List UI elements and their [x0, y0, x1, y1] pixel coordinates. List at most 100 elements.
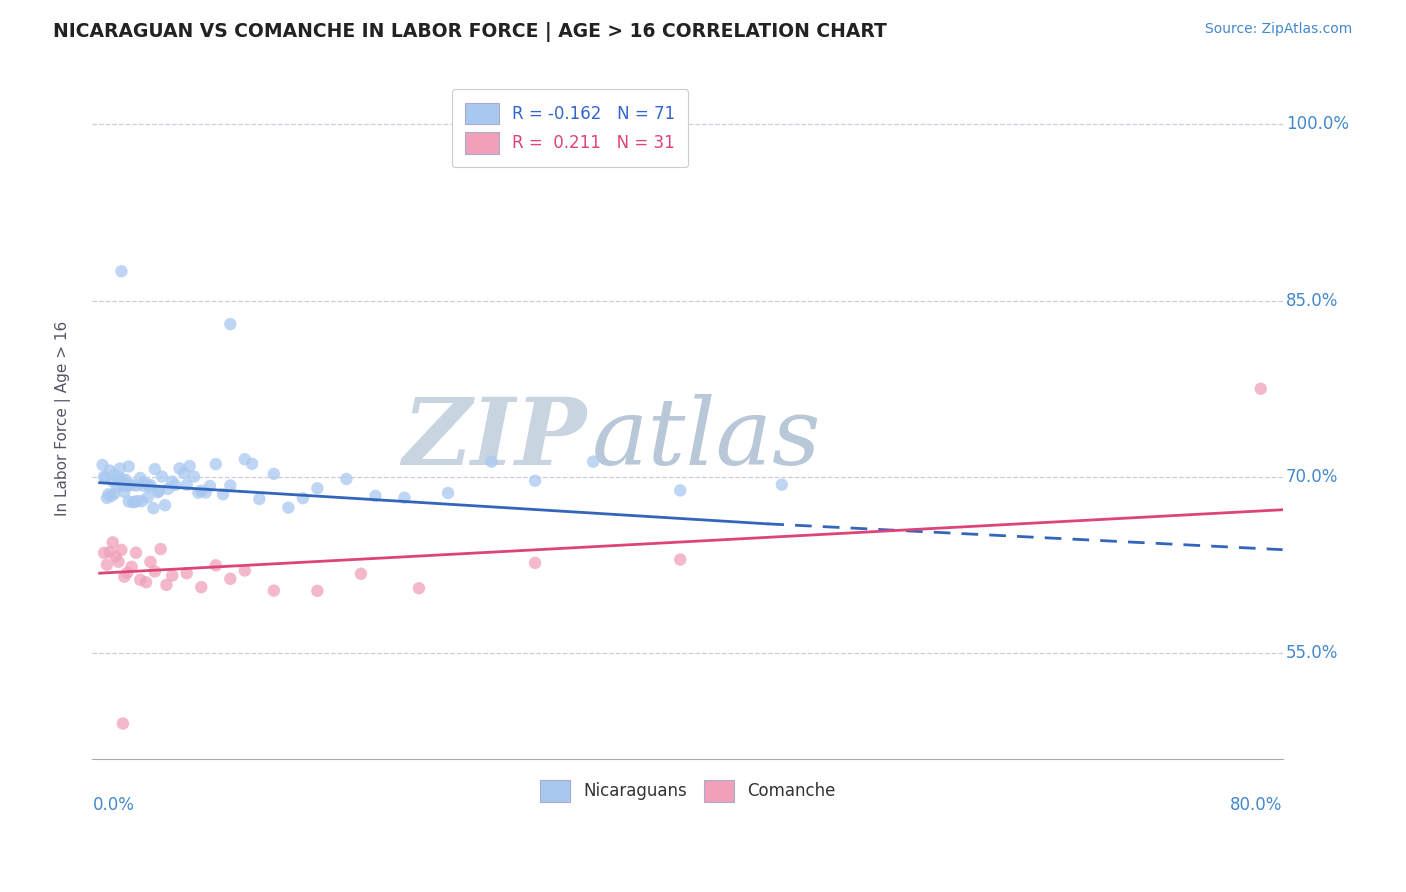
Point	[1250, 382, 1272, 396]
Point	[93, 546, 115, 560]
Point	[108, 461, 131, 475]
Point	[219, 478, 242, 492]
Point	[139, 555, 162, 569]
Point	[153, 498, 176, 512]
Point	[770, 477, 793, 491]
Point	[98, 464, 121, 478]
Point	[129, 471, 152, 485]
Point	[143, 462, 166, 476]
Point	[669, 552, 692, 566]
Point	[111, 478, 134, 492]
Point	[169, 461, 191, 475]
Point	[240, 457, 263, 471]
Text: 80.0%: 80.0%	[1230, 797, 1282, 814]
Point	[437, 486, 460, 500]
Text: NICARAGUAN VS COMANCHE IN LABOR FORCE | AGE > 16 CORRELATION CHART: NICARAGUAN VS COMANCHE IN LABOR FORCE | …	[53, 22, 887, 42]
Point	[136, 491, 159, 505]
Text: 100.0%: 100.0%	[1286, 115, 1350, 134]
Point	[212, 487, 235, 501]
Point	[204, 558, 226, 573]
Point	[127, 494, 149, 508]
Point	[117, 566, 139, 580]
Point	[187, 485, 209, 500]
Point	[143, 565, 166, 579]
Point	[129, 573, 152, 587]
Point	[139, 478, 162, 492]
Point	[524, 556, 547, 570]
Point	[219, 317, 242, 331]
Point	[173, 466, 195, 480]
Point	[481, 455, 503, 469]
Point	[135, 575, 157, 590]
Point	[125, 478, 148, 492]
Point	[110, 472, 132, 486]
Point	[162, 568, 184, 582]
Point	[194, 485, 217, 500]
Point	[263, 467, 285, 481]
Text: 55.0%: 55.0%	[1286, 644, 1339, 662]
Point	[335, 472, 357, 486]
Point	[149, 541, 172, 556]
Text: atlas: atlas	[592, 393, 821, 483]
Point	[107, 555, 129, 569]
Point	[110, 542, 132, 557]
Point	[96, 558, 118, 572]
Point	[117, 479, 139, 493]
Text: 0.0%: 0.0%	[93, 797, 135, 814]
Point	[165, 478, 187, 492]
Point	[204, 457, 226, 471]
Point	[121, 559, 143, 574]
Point	[155, 578, 177, 592]
Point	[104, 549, 127, 564]
Point	[190, 580, 212, 594]
Point	[408, 581, 430, 595]
Point	[176, 566, 198, 581]
Text: In Labor Force | Age > 16: In Labor Force | Age > 16	[55, 320, 70, 516]
Point	[124, 495, 146, 509]
Text: 85.0%: 85.0%	[1286, 292, 1339, 310]
Point	[97, 487, 120, 501]
Point	[107, 473, 129, 487]
Point	[94, 471, 117, 485]
Point	[247, 491, 270, 506]
Point	[156, 482, 179, 496]
Point	[307, 481, 329, 495]
Point	[148, 483, 170, 498]
Point	[114, 473, 136, 487]
Legend: Nicaraguans, Comanche: Nicaraguans, Comanche	[533, 773, 842, 808]
Point	[150, 469, 173, 483]
Point	[142, 501, 165, 516]
Point	[132, 478, 155, 492]
Point	[112, 485, 135, 500]
Text: ZIP: ZIP	[402, 393, 586, 483]
Point	[96, 491, 118, 505]
Point	[524, 474, 547, 488]
Point	[179, 458, 201, 473]
Point	[307, 583, 329, 598]
Text: 70.0%: 70.0%	[1286, 467, 1339, 486]
Point	[101, 535, 124, 549]
Point	[121, 477, 143, 491]
Point	[233, 564, 256, 578]
Point	[263, 583, 285, 598]
Point	[138, 480, 160, 494]
Point	[176, 477, 198, 491]
Point	[112, 569, 135, 583]
Point	[103, 467, 125, 482]
Point	[103, 486, 125, 500]
Point	[105, 480, 128, 494]
Point	[98, 545, 121, 559]
Point	[669, 483, 692, 498]
Point	[134, 475, 156, 490]
Point	[100, 489, 122, 503]
Point	[162, 475, 184, 489]
Point	[122, 495, 145, 509]
Point	[118, 459, 141, 474]
Point	[198, 479, 221, 493]
Point	[350, 566, 373, 581]
Point	[394, 491, 416, 505]
Point	[93, 469, 115, 483]
Point	[110, 264, 132, 278]
Point	[118, 494, 141, 508]
Point	[101, 474, 124, 488]
